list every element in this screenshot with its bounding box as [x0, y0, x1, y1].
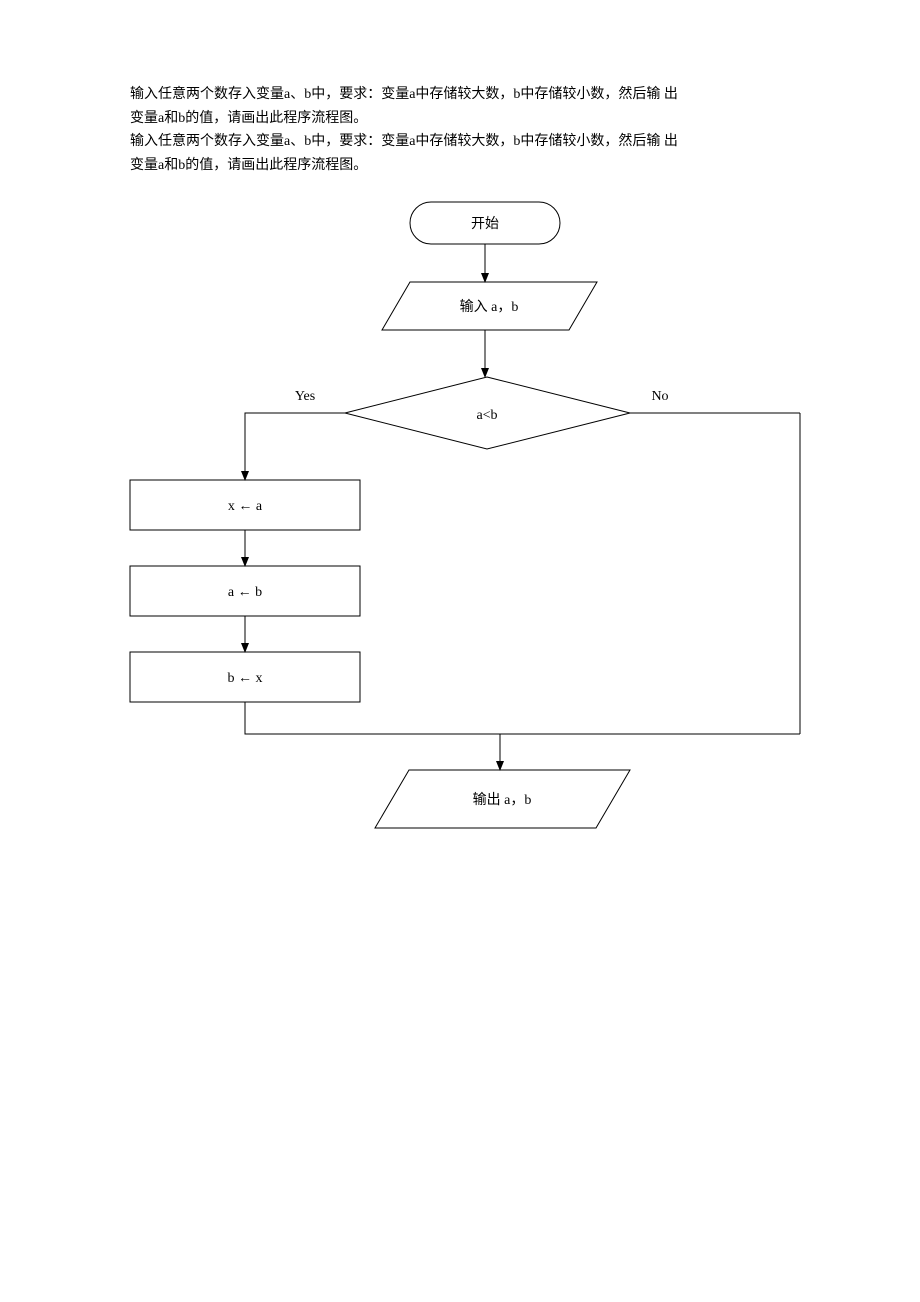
label-yes: Yes — [295, 389, 315, 404]
edge-yes — [245, 413, 345, 480]
node-p2: a ← b — [130, 566, 360, 616]
flowchart-svg: 开始 输入 a，b a<b Yes No x ← a — [0, 0, 920, 900]
node-p1: x ← a — [130, 480, 360, 530]
node-decision: a<b — [345, 377, 630, 449]
node-p3: b ← x — [130, 652, 360, 702]
node-start: 开始 — [410, 202, 560, 244]
node-decision-label: a<b — [476, 408, 497, 423]
page: 输入任意两个数存入变量a、b中，要求：变量a中存储较大数，b中存储较小数，然后输… — [0, 0, 920, 1302]
node-input-label: 输入 a，b — [460, 299, 519, 315]
node-p1-label: x ← a — [228, 499, 263, 514]
node-output: 输出 a，b — [375, 770, 630, 828]
node-p2-label: a ← b — [228, 585, 262, 600]
node-output-label: 输出 a，b — [473, 792, 532, 808]
node-p3-label: b ← x — [228, 671, 263, 686]
label-no: No — [651, 389, 668, 404]
node-start-label: 开始 — [471, 216, 499, 232]
node-input: 输入 a，b — [382, 282, 597, 330]
edge-p3-merge — [245, 702, 800, 734]
